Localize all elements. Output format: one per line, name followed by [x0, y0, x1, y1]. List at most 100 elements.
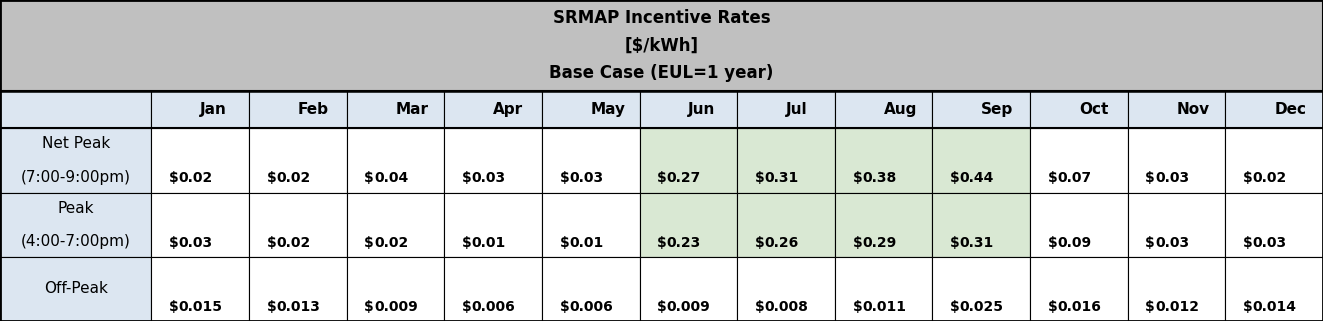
- Bar: [737, 193, 835, 257]
- Text: $: $: [462, 171, 471, 186]
- Text: 0.008: 0.008: [765, 300, 808, 314]
- Text: $: $: [1146, 171, 1155, 186]
- Bar: [737, 257, 835, 321]
- Bar: [933, 257, 1031, 321]
- Text: $: $: [754, 300, 765, 314]
- Text: Aug: Aug: [884, 102, 917, 117]
- Text: 0.006: 0.006: [471, 300, 516, 314]
- Bar: [249, 257, 347, 321]
- Text: $: $: [852, 236, 863, 250]
- Text: $: $: [560, 236, 569, 250]
- Text: $: $: [1242, 171, 1253, 186]
- Text: $: $: [1242, 236, 1253, 250]
- Bar: [933, 128, 1031, 193]
- Text: 0.006: 0.006: [569, 300, 613, 314]
- Bar: [0, 128, 151, 193]
- Text: 0.02: 0.02: [179, 171, 213, 186]
- Bar: [542, 91, 639, 128]
- Text: $: $: [266, 171, 277, 186]
- Bar: [835, 91, 933, 128]
- Bar: [1127, 193, 1225, 257]
- Text: $: $: [950, 236, 959, 250]
- Bar: [0, 257, 151, 321]
- Text: Peak: Peak: [57, 201, 94, 215]
- Text: Oct: Oct: [1078, 102, 1109, 117]
- Bar: [1031, 257, 1127, 321]
- Bar: [249, 128, 347, 193]
- Text: $: $: [462, 236, 471, 250]
- Bar: [0, 0, 1323, 91]
- Text: 0.012: 0.012: [1155, 300, 1199, 314]
- Text: Sep: Sep: [982, 102, 1013, 117]
- Text: 0.02: 0.02: [374, 236, 409, 250]
- Text: 0.27: 0.27: [667, 171, 701, 186]
- Text: $: $: [364, 236, 374, 250]
- Text: 0.009: 0.009: [667, 300, 710, 314]
- Bar: [151, 193, 249, 257]
- Text: 0.03: 0.03: [1155, 236, 1189, 250]
- Text: $: $: [852, 300, 863, 314]
- Text: 0.29: 0.29: [863, 236, 897, 250]
- Text: Base Case (EUL=1 year): Base Case (EUL=1 year): [549, 64, 774, 82]
- Bar: [1031, 128, 1127, 193]
- Text: $: $: [1048, 300, 1057, 314]
- Text: 0.03: 0.03: [179, 236, 213, 250]
- Text: 0.013: 0.013: [277, 300, 320, 314]
- Text: 0.016: 0.016: [1057, 300, 1101, 314]
- Text: May: May: [590, 102, 626, 117]
- Text: 0.31: 0.31: [765, 171, 799, 186]
- Text: $: $: [266, 236, 277, 250]
- Text: (4:00-7:00pm): (4:00-7:00pm): [21, 234, 131, 249]
- Text: 0.009: 0.009: [374, 300, 418, 314]
- Bar: [933, 91, 1031, 128]
- Bar: [445, 193, 542, 257]
- Bar: [347, 257, 445, 321]
- Text: 0.09: 0.09: [1057, 236, 1091, 250]
- Bar: [737, 91, 835, 128]
- Bar: [639, 91, 737, 128]
- Text: $: $: [169, 300, 179, 314]
- Bar: [542, 257, 639, 321]
- Text: $: $: [462, 300, 471, 314]
- Text: 0.03: 0.03: [1155, 171, 1189, 186]
- Bar: [835, 193, 933, 257]
- Text: $: $: [266, 300, 277, 314]
- Text: 0.07: 0.07: [1057, 171, 1091, 186]
- Bar: [737, 128, 835, 193]
- Text: 0.03: 0.03: [471, 171, 505, 186]
- Bar: [249, 91, 347, 128]
- Bar: [835, 128, 933, 193]
- Text: $: $: [1146, 300, 1155, 314]
- Text: $: $: [950, 300, 959, 314]
- Text: $: $: [1146, 236, 1155, 250]
- Text: Mar: Mar: [396, 102, 429, 117]
- Text: Net Peak: Net Peak: [41, 136, 110, 151]
- Bar: [0, 91, 151, 128]
- Bar: [1031, 193, 1127, 257]
- Text: $: $: [560, 171, 569, 186]
- Text: 0.26: 0.26: [765, 236, 799, 250]
- Text: 0.01: 0.01: [569, 236, 603, 250]
- Text: 0.011: 0.011: [863, 300, 906, 314]
- Text: $: $: [950, 171, 959, 186]
- Text: 0.02: 0.02: [277, 171, 311, 186]
- Text: SRMAP Incentive Rates: SRMAP Incentive Rates: [553, 9, 770, 27]
- Bar: [1031, 91, 1127, 128]
- Text: $: $: [754, 236, 765, 250]
- Bar: [445, 257, 542, 321]
- Bar: [542, 193, 639, 257]
- Bar: [542, 128, 639, 193]
- Bar: [1225, 257, 1323, 321]
- Text: 0.014: 0.014: [1253, 300, 1297, 314]
- Bar: [151, 257, 249, 321]
- Bar: [347, 193, 445, 257]
- Text: $: $: [852, 171, 863, 186]
- Text: $: $: [560, 300, 569, 314]
- Text: 0.03: 0.03: [1253, 236, 1287, 250]
- Bar: [347, 128, 445, 193]
- Text: $: $: [658, 236, 667, 250]
- Bar: [835, 257, 933, 321]
- Text: $: $: [169, 236, 179, 250]
- Text: Nov: Nov: [1176, 102, 1209, 117]
- Bar: [1127, 91, 1225, 128]
